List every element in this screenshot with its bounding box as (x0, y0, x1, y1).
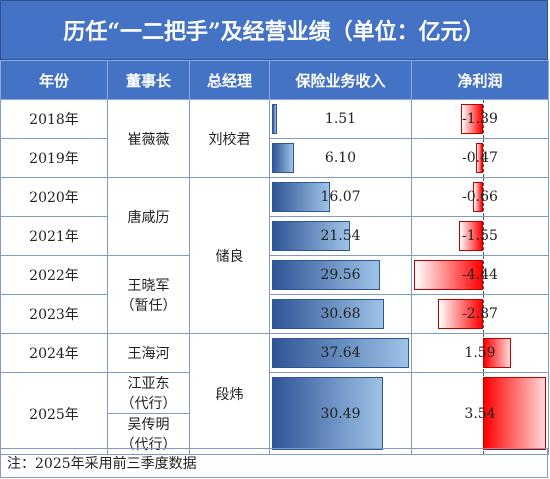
zero-axis (483, 217, 484, 255)
manager-cell: 刘校君 (189, 99, 270, 178)
revenue-cell: 16.07 (269, 177, 412, 217)
profit-bar (414, 260, 483, 290)
chairman-cell: 江亚东 （代行） (107, 372, 190, 414)
manager-cell: 储良 (189, 177, 270, 334)
profit-bar (458, 221, 483, 251)
year-cell: 2024年 (0, 333, 108, 373)
revenue-cell: 30.49 (269, 372, 412, 455)
profit-cell: -4.44 (411, 255, 549, 295)
revenue-bar (272, 104, 278, 134)
revenue-value: 16.07 (320, 189, 361, 205)
profit-cell: 3.54 (411, 372, 549, 455)
chairman-note: （暂任） (120, 297, 177, 314)
year-cell: 2020年 (0, 177, 108, 217)
table-row: 2020年 唐咸历 储良 16.07 -0.66 (0, 177, 549, 334)
profit-value: -1.39 (462, 111, 498, 127)
revenue-cell: 29.56 (269, 255, 412, 295)
revenue-bar (272, 260, 380, 290)
revenue-value: 30.49 (320, 405, 361, 422)
profit-bar (483, 377, 546, 450)
profit-cell: -2.87 (411, 294, 549, 334)
header-year: 年份 (0, 60, 108, 100)
profit-cell: 1.59 (411, 333, 549, 373)
profit-value: -0.66 (462, 189, 498, 205)
chairman-cell: 王晓军 （暂任） (107, 255, 190, 334)
revenue-bar (272, 221, 351, 251)
revenue-cell: 30.68 (269, 294, 412, 334)
year-cell: 2018年 (0, 99, 108, 139)
revenue-bar (272, 338, 409, 368)
header-profit: 净利润 (411, 60, 549, 100)
revenue-cell: 6.10 (269, 138, 412, 178)
profit-value: -2.87 (462, 306, 498, 322)
year-cell: 2025年 (0, 372, 108, 455)
chairman-note: （代行） (120, 437, 177, 453)
zero-axis (483, 178, 484, 216)
revenue-cell: 1.51 (269, 99, 412, 139)
profit-value: -1.55 (462, 228, 498, 244)
zero-axis (483, 100, 484, 138)
revenue-value: 29.56 (320, 267, 361, 283)
chairman-note: （代行） (120, 396, 177, 412)
revenue-value: 21.54 (320, 228, 361, 244)
table-row: 2018年 崔薇薇 刘校君 1.51 -1.39 (0, 99, 549, 178)
profit-value: 1.59 (464, 345, 496, 361)
zero-axis (483, 256, 484, 294)
performance-table: 年份 董事长 总经理 保险业务收入 净利润 2018年 崔薇薇 刘校君 1.51… (0, 60, 549, 455)
chairman-cell: 唐咸历 (107, 177, 190, 256)
table-row: 2025年 江亚东 （代行） 30.49 3.54 (0, 372, 549, 455)
revenue-value: 30.68 (320, 306, 361, 322)
zero-axis (483, 139, 484, 177)
revenue-cell: 37.64 (269, 333, 412, 373)
header-row: 年份 董事长 总经理 保险业务收入 净利润 (0, 60, 549, 100)
zero-axis (483, 295, 484, 333)
table-row: 2022年 王晓军 （暂任） 29.56 -4.44 (0, 255, 549, 334)
profit-bar (472, 182, 483, 212)
revenue-bar (272, 182, 331, 212)
table-row: 2024年 王海河 段炜 37.64 1.59 (0, 333, 549, 455)
revenue-bar (272, 299, 384, 329)
profit-bar (461, 104, 483, 134)
profit-bar (483, 338, 512, 368)
header-chairman: 董事长 (107, 60, 190, 100)
year-cell: 2023年 (0, 294, 108, 334)
profit-value: 3.54 (464, 405, 496, 422)
profit-value: -0.47 (462, 150, 498, 166)
revenue-cell: 21.54 (269, 216, 412, 256)
year-cell: 2019年 (0, 138, 108, 178)
profit-value: -4.44 (462, 267, 498, 283)
profit-cell: -0.66 (411, 177, 549, 217)
profit-bar (475, 143, 483, 173)
chairman-cell: 王海河 (107, 333, 190, 373)
chairman-name: 江亚东 (127, 376, 170, 392)
profit-cell: -0.47 (411, 138, 549, 178)
chairman-name: 王晓军 (127, 277, 170, 294)
year-cell: 2022年 (0, 255, 108, 295)
revenue-value: 1.51 (324, 111, 357, 127)
revenue-bar (272, 377, 383, 450)
chairman-name: 吴传明 (127, 417, 170, 433)
profit-cell: -1.39 (411, 99, 549, 139)
table-title: 历任“一二把手”及经营业绩（单位：亿元） (0, 0, 548, 60)
year-cell: 2021年 (0, 216, 108, 256)
manager-cell: 段炜 (189, 333, 270, 455)
revenue-value: 6.10 (324, 150, 357, 166)
header-revenue: 保险业务收入 (269, 60, 412, 100)
revenue-bar (272, 143, 295, 173)
chairman-cell: 崔薇薇 (107, 99, 190, 178)
footnote: 注：2025年采用前三季度数据 (0, 448, 548, 478)
profit-cell: -1.55 (411, 216, 549, 256)
revenue-value: 37.64 (320, 345, 361, 361)
table-row: 2023年 30.68 -2.87 (0, 294, 549, 334)
profit-bar (438, 299, 483, 329)
table-row: 2019年 6.10 -0.47 (0, 138, 549, 178)
header-manager: 总经理 (189, 60, 270, 100)
table-row: 2021年 21.54 -1.55 (0, 216, 549, 256)
